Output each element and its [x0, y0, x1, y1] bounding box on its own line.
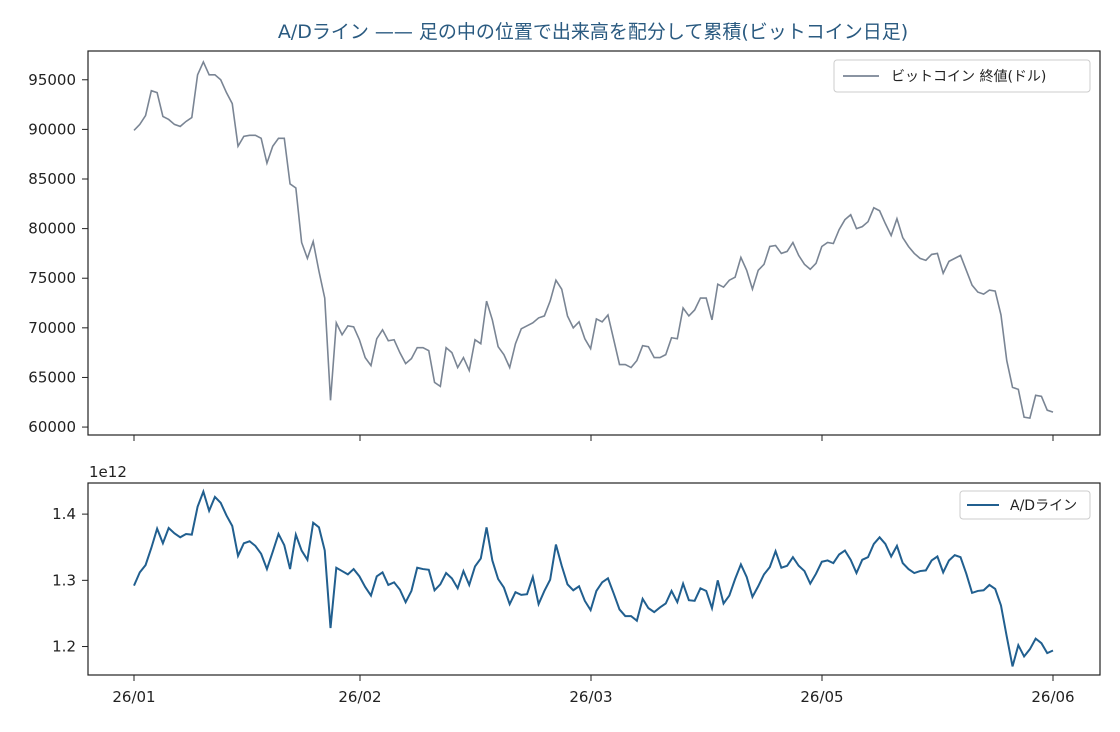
- price-y-tick-label: 90000: [28, 120, 76, 138]
- chart-title: A/Dライン —— 足の中の位置で出来高を配分して累積(ビットコイン日足): [278, 21, 908, 43]
- ad-x-tick-label: 26/02: [338, 688, 381, 706]
- price-y-ticks: 60000 65000 70000 75000 80000 85000 90000 95000: [28, 71, 88, 436]
- ad-legend: A/Dライン: [959, 490, 1091, 520]
- ad-x-tick-label: 26/03: [569, 688, 612, 706]
- price-axes: 60000 65000 70000 75000 80000 85000 90000 95000…: [28, 50, 1101, 441]
- price-legend: ビットコイン 終値(ドル): [833, 59, 1091, 93]
- ad-axes-frame: [87, 482, 1101, 676]
- ad-x-tick-label: 26/01: [112, 688, 155, 706]
- ad-y-ticks: 1.2 1.3 1.4: [52, 505, 88, 656]
- price-series-line: [133, 59, 1054, 420]
- ad-x-tick-label: 26/06: [1031, 688, 1074, 706]
- price-y-tick-label: 65000: [28, 368, 76, 386]
- price-y-tick-label: 70000: [28, 319, 76, 337]
- ad-legend-label: A/Dライン: [1010, 498, 1077, 514]
- ad-y-tick-label: 1.2: [52, 638, 76, 656]
- ad-legend-box: [959, 490, 1091, 520]
- ad-exponent-label: 1e12: [89, 463, 127, 481]
- price-axes-frame: [87, 50, 1101, 436]
- ad-y-tick-label: 1.3: [52, 571, 76, 589]
- price-legend-label: ビットコイン 終値(ドル): [891, 69, 1046, 85]
- ad-line-axes: 1e12 1.2 1.3 1.4 26/01 26/02 26/03 26/05 26/06…: [52, 463, 1101, 706]
- price-y-tick-label: 60000: [28, 418, 76, 436]
- ad-x-ticks: 26/01 26/02 26/03 26/05 26/06: [112, 675, 1075, 706]
- price-y-tick-label: 80000: [28, 220, 76, 238]
- price-y-tick-label: 95000: [28, 71, 76, 89]
- price-y-tick-label: 85000: [28, 170, 76, 188]
- ad-y-tick-label: 1.4: [52, 505, 76, 523]
- ad-series-line: [133, 488, 1054, 667]
- price-x-ticks: [133, 435, 1054, 441]
- price-y-tick-label: 75000: [28, 269, 76, 287]
- ad-x-tick-label: 26/05: [800, 688, 843, 706]
- price-legend-box: [833, 59, 1091, 93]
